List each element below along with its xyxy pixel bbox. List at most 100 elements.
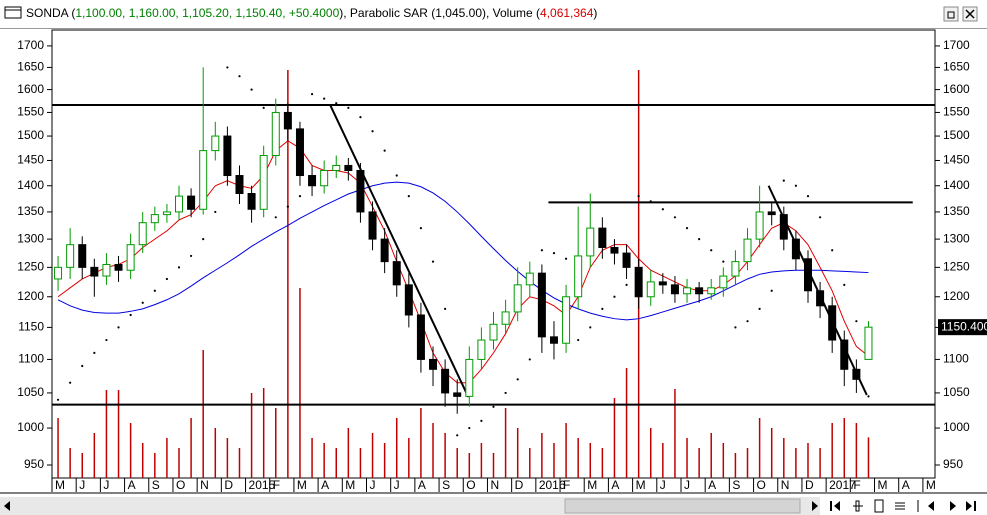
y-tick-label: 1600 [17,82,44,96]
x-tick-label: N [490,478,499,492]
sar-dot [310,92,314,96]
sar-dot [177,266,181,269]
candle-body [562,296,571,344]
candle-body [743,238,752,263]
sar-dot [323,97,326,100]
candle-body [271,111,280,157]
y2-tick-label: 1400 [943,178,970,192]
y-tick-label: 1350 [17,204,44,218]
x-tick-label: M [878,478,888,492]
nav-next[interactable] [950,501,956,511]
sar-dot [298,195,302,198]
candle-body [259,155,268,210]
candle-body [719,275,728,289]
sar-dot [129,313,132,317]
sar-dot [117,326,120,329]
sar-dot [613,295,616,298]
candle-body [175,195,184,213]
candle-body [477,339,486,360]
sar-dot [383,149,386,152]
y2-tick-label: 1700 [943,38,970,52]
indicator-line [57,181,869,321]
sar-dot [540,249,543,252]
sar-dot [806,195,810,198]
y2-tick-label: 1200 [943,289,970,303]
y-tick-label: 1300 [17,231,44,245]
candle-body [525,272,534,286]
nav-buttons[interactable] [830,499,976,513]
last-price-box [938,319,987,336]
x-tick-label: A [708,478,716,492]
sar-dot [504,391,507,395]
sar-dot [492,405,495,408]
nav-first[interactable] [830,501,840,511]
restore-button[interactable] [943,6,959,22]
candle-body [114,263,123,271]
y2-tick-label: 1350 [943,204,970,218]
candle-body [211,135,220,152]
sar-dot [625,283,628,286]
nav-last[interactable] [966,501,976,511]
x-tick-label: N [781,478,790,492]
y2-tick-label: 1300 [943,231,970,245]
x-tick-label: D [805,478,814,492]
candle-body [622,252,631,268]
candle-body [66,244,75,268]
candle-body [102,263,111,277]
x-tick-label: M [297,478,307,492]
candle-body [755,211,764,240]
sar-dot [214,210,217,214]
x-tick-label: J [103,478,109,492]
indicator-line [57,140,869,384]
y-tick-label: 1650 [17,60,44,74]
candle-body [187,195,196,210]
scroll-right[interactable] [812,501,818,511]
y2-tick-label: 1500 [943,128,970,142]
header-part: ) [593,6,597,20]
candle-body [767,211,776,216]
header-part: SONDA ( [26,6,75,20]
x-tick-label: M [636,478,646,492]
y-tick-label: 950 [24,457,44,471]
sar-dot [419,227,423,230]
scroll-left[interactable] [4,501,10,511]
x-tick-label: A [611,478,619,492]
x-tick-label: 2016 [539,478,566,492]
sar-dot [528,358,531,361]
x-tick-label: O [176,478,185,492]
sar-dot [710,249,713,252]
nav-prev[interactable] [928,501,934,511]
y2-tick-label: 950 [943,457,963,471]
scroll-thumb[interactable] [564,498,801,514]
x-tick-label: S [152,478,160,492]
sar-dot [238,75,241,78]
sar-dot [153,289,156,292]
candle-body [392,261,401,286]
x-tick-label: O [466,478,475,492]
nav-zoom-in[interactable] [874,499,884,513]
candle-body [549,336,558,344]
sar-dot [141,301,144,304]
x-tick-label: A [128,478,136,492]
y2-tick-label: 1600 [943,82,970,96]
candle-body [223,135,232,177]
candle-body [816,290,825,307]
sar-dot [818,216,822,219]
nav-list[interactable] [895,502,905,510]
sar-dot [867,395,870,398]
candle-body [658,281,667,286]
header-part: 4,061,364 [540,6,594,20]
candle-body [803,258,812,292]
candle-body [683,287,692,295]
candle-body [852,368,861,380]
window-buttons[interactable] [943,6,978,22]
sar-dot [661,208,664,211]
nav-zoom-out[interactable] [853,500,863,512]
sar-dot [274,216,277,219]
x-tick-label: S [732,478,740,492]
sar-dot [855,320,858,323]
sar-dot [552,251,556,255]
sar-dot [480,419,483,422]
candle-body [162,211,171,216]
